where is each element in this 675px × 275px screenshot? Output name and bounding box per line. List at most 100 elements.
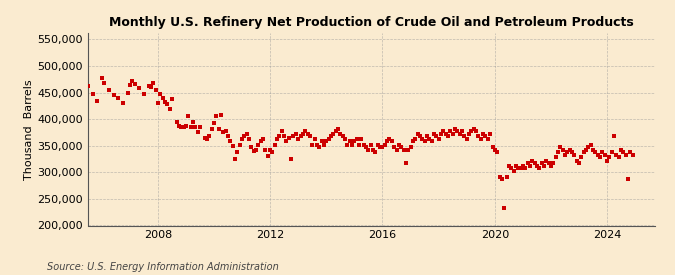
Point — [286, 157, 296, 161]
Point — [583, 145, 593, 149]
Point — [356, 137, 367, 142]
Point — [281, 139, 292, 144]
Point — [501, 174, 512, 179]
Point — [424, 137, 435, 142]
Point — [323, 137, 334, 142]
Point — [400, 161, 411, 165]
Point — [274, 134, 285, 138]
Point — [87, 91, 98, 96]
Point — [183, 114, 194, 119]
Point — [204, 134, 215, 138]
Point — [529, 161, 540, 165]
Point — [569, 153, 580, 158]
Point — [190, 125, 200, 129]
Point — [539, 164, 549, 168]
Point — [157, 96, 168, 100]
Point — [293, 137, 304, 142]
Point — [522, 161, 533, 165]
Point — [117, 101, 128, 105]
Point — [202, 137, 213, 142]
Point — [314, 145, 325, 149]
Point — [143, 84, 154, 88]
Point — [468, 126, 479, 131]
Point — [269, 142, 280, 147]
Point — [515, 166, 526, 170]
Point — [470, 129, 481, 133]
Point — [284, 136, 294, 140]
Point — [242, 132, 252, 136]
Point — [342, 142, 353, 147]
Point — [288, 134, 299, 138]
Point — [452, 129, 463, 133]
Point — [459, 134, 470, 138]
Point — [173, 123, 184, 128]
Point — [622, 177, 633, 181]
Point — [213, 126, 224, 131]
Point — [176, 125, 186, 129]
Point — [595, 155, 605, 160]
Point — [272, 137, 283, 142]
Point — [239, 134, 250, 138]
Point — [199, 136, 210, 140]
Point — [389, 145, 400, 149]
Point — [256, 139, 267, 144]
Point — [82, 84, 93, 88]
Point — [618, 150, 628, 154]
Point — [340, 137, 350, 142]
Point — [227, 144, 238, 148]
Point — [377, 145, 388, 149]
Point — [564, 148, 575, 152]
Point — [396, 145, 406, 149]
Point — [302, 132, 313, 136]
Point — [417, 137, 428, 142]
Point — [211, 114, 221, 119]
Point — [188, 120, 198, 124]
Point — [616, 148, 626, 152]
Point — [593, 153, 603, 158]
Point — [167, 97, 178, 101]
Point — [277, 129, 288, 133]
Point — [232, 150, 243, 154]
Point — [223, 134, 234, 138]
Point — [312, 142, 323, 147]
Point — [450, 126, 460, 131]
Point — [405, 145, 416, 149]
Point — [448, 132, 458, 136]
Point — [496, 177, 507, 181]
Point — [518, 164, 529, 168]
Point — [456, 129, 467, 133]
Point — [291, 132, 302, 136]
Point — [267, 150, 278, 154]
Point — [379, 142, 390, 147]
Point — [330, 129, 341, 133]
Point — [354, 142, 364, 147]
Point — [319, 142, 329, 147]
Point — [368, 148, 379, 152]
Title: Monthly U.S. Refinery Net Production of Crude Oil and Petroleum Products: Monthly U.S. Refinery Net Production of … — [109, 16, 634, 29]
Point — [536, 161, 547, 165]
Point — [73, 59, 84, 63]
Point — [230, 157, 240, 161]
Point — [97, 75, 107, 80]
Point — [279, 134, 290, 138]
Point — [122, 90, 133, 95]
Point — [113, 96, 124, 100]
Point — [628, 153, 639, 158]
Point — [475, 137, 486, 142]
Point — [129, 82, 140, 86]
Point — [550, 155, 561, 160]
Point — [316, 139, 327, 144]
Point — [590, 150, 601, 154]
Point — [384, 137, 395, 142]
Point — [309, 137, 320, 142]
Point — [171, 120, 182, 124]
Point — [386, 139, 397, 144]
Point — [248, 149, 259, 153]
Point — [520, 166, 531, 170]
Point — [216, 113, 227, 117]
Point — [494, 174, 505, 179]
Point — [601, 158, 612, 163]
Point — [609, 134, 620, 138]
Point — [531, 164, 542, 168]
Point — [491, 150, 502, 154]
